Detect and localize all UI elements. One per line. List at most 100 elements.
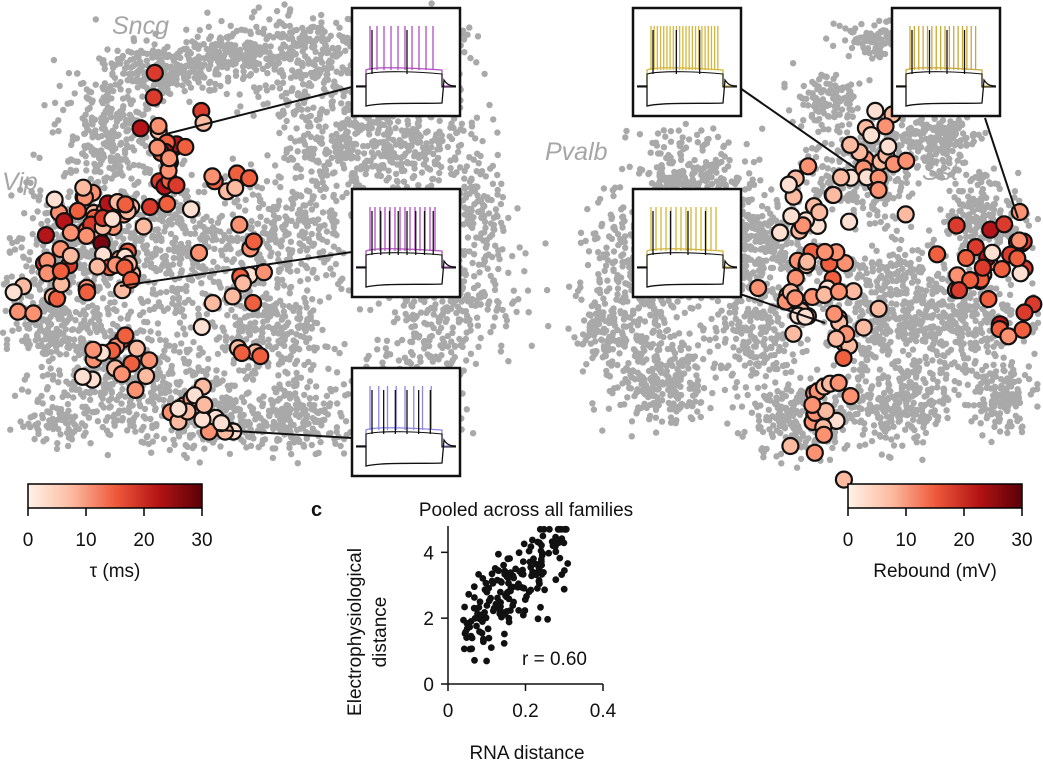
- embedding-point: [313, 274, 320, 282]
- embedding-point: [420, 338, 427, 346]
- embedding-point: [192, 370, 199, 378]
- embedding-point: [415, 119, 422, 126]
- recorded-cell: [240, 169, 259, 188]
- embedding-point: [219, 324, 226, 331]
- embedding-point: [0, 281, 8, 288]
- embedding-point: [129, 97, 136, 104]
- embedding-point: [55, 379, 62, 386]
- embedding-point: [119, 172, 126, 179]
- embedding-point: [299, 48, 306, 55]
- embedding-point: [139, 163, 147, 170]
- embedding-point: [299, 212, 307, 219]
- embedding-point: [360, 142, 367, 150]
- embedding-point: [430, 175, 437, 183]
- embedding-point: [162, 223, 169, 230]
- embedding-point: [338, 34, 346, 41]
- embedding-point: [93, 313, 100, 321]
- embedding-point: [362, 170, 369, 178]
- embedding-point: [21, 376, 28, 383]
- embedding-point: [522, 250, 529, 257]
- embedding-point: [253, 255, 261, 262]
- embedding-point: [100, 112, 107, 120]
- embedding-point: [164, 43, 171, 50]
- embedding-point: [463, 406, 470, 413]
- embedding-point: [250, 435, 257, 442]
- embedding-point: [344, 106, 352, 113]
- embedding-point: [418, 169, 426, 176]
- embedding-point: [175, 301, 183, 308]
- embedding-point: [92, 81, 99, 88]
- embedding-point: [86, 104, 93, 112]
- embedding-point: [247, 161, 255, 168]
- embedding-point: [463, 329, 470, 336]
- embedding-point: [286, 290, 293, 297]
- embedding-point: [312, 202, 320, 209]
- embedding-point: [270, 53, 277, 60]
- embedding-point: [488, 253, 496, 261]
- embedding-point: [217, 55, 224, 63]
- embedding-point: [44, 217, 51, 225]
- embedding-point: [99, 295, 107, 302]
- embedding-point: [473, 114, 481, 121]
- embedding-point: [304, 106, 311, 113]
- embedding-point: [64, 100, 71, 107]
- embedding-point: [194, 76, 201, 83]
- recorded-cell: [232, 343, 251, 363]
- embedding-point: [165, 370, 172, 378]
- embedding-point: [116, 407, 123, 415]
- recorded-cell: [68, 201, 87, 220]
- embedding-point: [99, 327, 106, 334]
- embedding-point: [23, 179, 30, 186]
- embedding-point: [495, 265, 502, 273]
- embedding-point: [308, 406, 316, 413]
- embedding-point: [287, 352, 294, 360]
- embedding-point: [323, 109, 330, 116]
- embedding-point: [281, 406, 289, 413]
- embedding-point: [298, 59, 306, 66]
- embedding-point: [182, 230, 189, 237]
- embedding-point: [497, 219, 505, 226]
- embedding-point: [505, 214, 512, 222]
- embedding-point: [108, 387, 115, 395]
- embedding-point: [121, 65, 129, 72]
- embedding-point: [120, 235, 127, 243]
- embedding-point: [210, 49, 217, 56]
- embedding-point: [155, 48, 162, 56]
- embedding-point: [297, 277, 304, 285]
- embedding-point: [198, 280, 205, 287]
- embedding-point: [149, 438, 156, 445]
- embedding-point: [72, 422, 80, 430]
- embedding-point: [79, 403, 86, 411]
- embedding-point: [156, 216, 163, 223]
- embedding-point: [213, 367, 220, 374]
- embedding-point: [13, 320, 20, 327]
- embedding-point: [458, 120, 466, 128]
- embedding-point: [468, 301, 475, 309]
- embedding-point: [622, 134, 629, 141]
- embedding-point: [510, 287, 517, 294]
- embedding-point: [486, 101, 493, 109]
- embedding-point: [114, 157, 122, 165]
- embedding-point: [108, 380, 115, 388]
- embedding-point: [86, 390, 94, 397]
- embedding-point: [410, 298, 418, 305]
- embedding-point: [470, 251, 478, 258]
- embedding-point: [17, 186, 24, 194]
- embedding-point: [260, 229, 268, 236]
- embedding-point: [253, 88, 260, 95]
- embedding-point: [344, 34, 351, 41]
- embedding-point: [348, 173, 355, 180]
- embedding-point: [157, 336, 164, 344]
- embedding-point: [425, 148, 432, 155]
- embedding-point: [106, 164, 113, 171]
- embedding-point: [66, 289, 73, 296]
- embedding-point: [354, 149, 362, 156]
- embedding-point: [217, 284, 224, 291]
- embedding-point: [113, 396, 120, 403]
- embedding-point: [38, 363, 45, 371]
- embedding-point: [134, 84, 141, 91]
- embedding-point: [140, 273, 147, 281]
- embedding-point: [119, 385, 126, 393]
- embedding-point: [474, 322, 482, 329]
- embedding-point: [242, 207, 249, 214]
